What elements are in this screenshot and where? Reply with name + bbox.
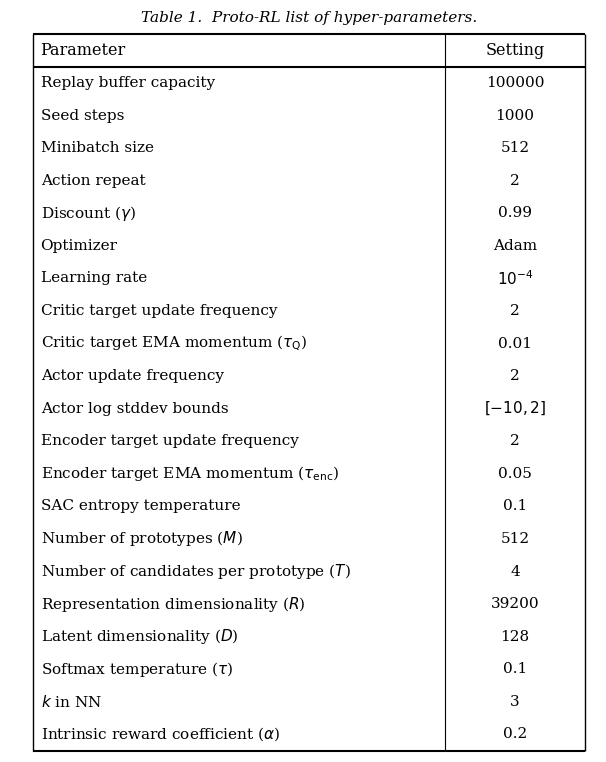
Text: $k$ in NN: $k$ in NN bbox=[41, 693, 102, 709]
Text: Action repeat: Action repeat bbox=[41, 174, 145, 187]
Text: $[-10, 2]$: $[-10, 2]$ bbox=[484, 400, 546, 418]
Text: Learning rate: Learning rate bbox=[41, 271, 147, 286]
Text: 0.01: 0.01 bbox=[498, 337, 532, 351]
Text: Replay buffer capacity: Replay buffer capacity bbox=[41, 76, 215, 90]
Text: 100000: 100000 bbox=[486, 76, 544, 90]
Text: $10^{-4}$: $10^{-4}$ bbox=[497, 269, 533, 288]
Text: Minibatch size: Minibatch size bbox=[41, 141, 153, 155]
Text: 0.2: 0.2 bbox=[503, 727, 527, 741]
Text: Softmax temperature ($\tau$): Softmax temperature ($\tau$) bbox=[41, 660, 233, 679]
Text: Critic target update frequency: Critic target update frequency bbox=[41, 304, 277, 318]
Text: 2: 2 bbox=[510, 304, 520, 318]
Text: 0.1: 0.1 bbox=[503, 499, 527, 514]
Text: Parameter: Parameter bbox=[41, 42, 126, 59]
Text: 2: 2 bbox=[510, 369, 520, 383]
Text: SAC entropy temperature: SAC entropy temperature bbox=[41, 499, 240, 514]
Text: 2: 2 bbox=[510, 174, 520, 187]
Text: 0.1: 0.1 bbox=[503, 662, 527, 676]
Text: Number of prototypes ($M$): Number of prototypes ($M$) bbox=[41, 530, 242, 549]
Text: Intrinsic reward coefficient ($\alpha$): Intrinsic reward coefficient ($\alpha$) bbox=[41, 725, 280, 743]
Text: 128: 128 bbox=[501, 629, 530, 644]
Text: 1000: 1000 bbox=[496, 109, 534, 123]
Text: Representation dimensionality ($R$): Representation dimensionality ($R$) bbox=[41, 594, 305, 613]
Text: 512: 512 bbox=[501, 532, 530, 546]
Text: Adam: Adam bbox=[493, 239, 537, 253]
Text: Encoder target EMA momentum ($\tau_{\mathrm{enc}}$): Encoder target EMA momentum ($\tau_{\mat… bbox=[41, 464, 339, 483]
Text: 4: 4 bbox=[510, 565, 520, 578]
Text: Latent dimensionality ($D$): Latent dimensionality ($D$) bbox=[41, 627, 238, 646]
Text: Discount ($\gamma$): Discount ($\gamma$) bbox=[41, 204, 136, 223]
Text: 2: 2 bbox=[510, 434, 520, 448]
Text: 3: 3 bbox=[510, 695, 520, 709]
Text: 0.99: 0.99 bbox=[498, 207, 532, 220]
Text: Critic target EMA momentum ($\tau_{\mathrm{Q}}$): Critic target EMA momentum ($\tau_{\math… bbox=[41, 334, 307, 354]
Text: Actor log stddev bounds: Actor log stddev bounds bbox=[41, 402, 228, 416]
Text: Setting: Setting bbox=[485, 42, 545, 59]
Text: Actor update frequency: Actor update frequency bbox=[41, 369, 224, 383]
Text: Encoder target update frequency: Encoder target update frequency bbox=[41, 434, 299, 448]
Text: Seed steps: Seed steps bbox=[41, 109, 124, 123]
Text: Number of candidates per prototype ($T$): Number of candidates per prototype ($T$) bbox=[41, 562, 350, 581]
Text: 39200: 39200 bbox=[491, 597, 539, 611]
Text: 0.05: 0.05 bbox=[498, 467, 532, 481]
Text: Optimizer: Optimizer bbox=[41, 239, 118, 253]
Text: 512: 512 bbox=[501, 141, 530, 155]
Text: Table 1.  Proto-RL list of hyper-parameters.: Table 1. Proto-RL list of hyper-paramete… bbox=[141, 11, 477, 25]
